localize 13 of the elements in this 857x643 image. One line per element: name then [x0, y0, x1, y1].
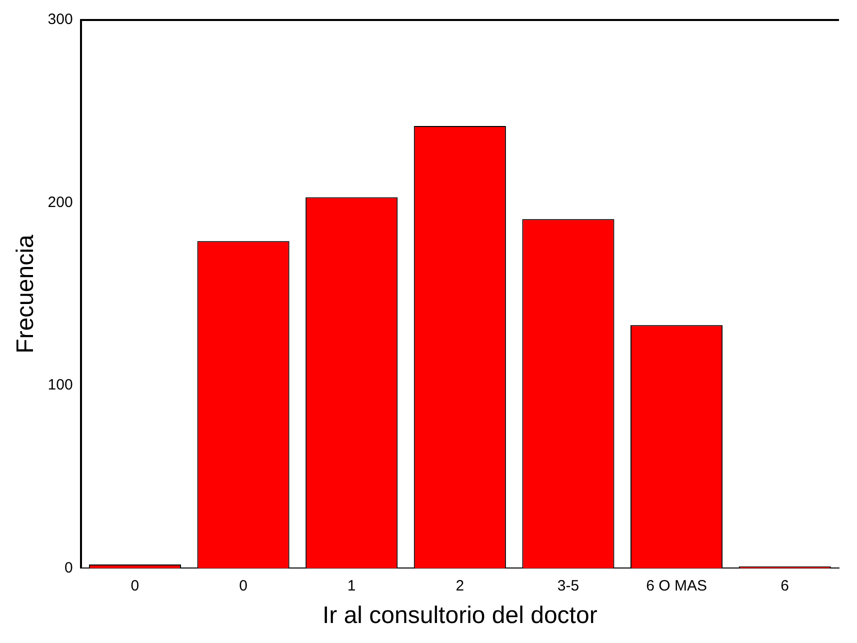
x-tick-label: 1 [347, 577, 356, 594]
x-tick-label: 0 [239, 577, 248, 594]
x-tick-label: 0 [130, 577, 140, 594]
x-tick-label: 2 [456, 577, 464, 594]
x-tick-label: 6 [780, 577, 790, 594]
y-tick-label: 200 [48, 194, 73, 211]
x-tick-label: 3-5 [557, 577, 580, 594]
y-tick-label: 300 [48, 11, 73, 28]
y-tick-label: 100 [48, 376, 73, 394]
y-axis-title: Frecuencia [12, 234, 40, 354]
y-tick-label: 0 [64, 559, 73, 576]
x-tick-label: 6 O MAS [646, 577, 707, 594]
x-axis-title: Ir al consultorio del doctor [322, 602, 598, 630]
